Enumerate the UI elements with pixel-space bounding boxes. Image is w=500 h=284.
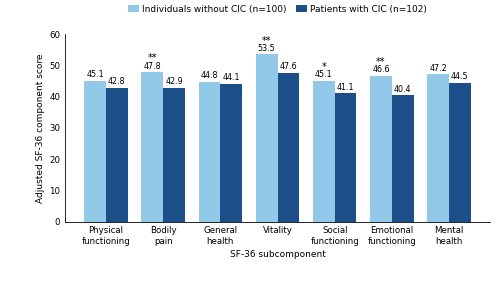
Bar <box>106 88 128 222</box>
Bar <box>142 72 163 222</box>
Bar <box>163 87 185 222</box>
Text: 42.9: 42.9 <box>165 77 183 86</box>
Text: 47.6: 47.6 <box>280 62 297 71</box>
Text: 40.4: 40.4 <box>394 85 411 94</box>
Text: 44.5: 44.5 <box>451 72 468 81</box>
Bar <box>392 95 413 222</box>
Text: **: ** <box>148 53 157 63</box>
Text: 44.1: 44.1 <box>222 73 240 82</box>
Bar <box>220 84 242 222</box>
Bar <box>449 82 470 222</box>
Bar <box>198 82 220 222</box>
X-axis label: SF-36 subcomponent: SF-36 subcomponent <box>230 250 326 259</box>
Bar <box>313 81 334 222</box>
Text: 45.1: 45.1 <box>86 70 104 79</box>
Text: 46.6: 46.6 <box>372 65 390 74</box>
Text: *: * <box>322 62 326 72</box>
Text: **: ** <box>376 57 386 67</box>
Bar <box>427 74 449 222</box>
Bar <box>278 73 299 222</box>
Bar <box>84 81 106 222</box>
Bar <box>256 55 278 222</box>
Text: 44.8: 44.8 <box>200 71 218 80</box>
Text: 41.1: 41.1 <box>337 83 354 91</box>
Text: 53.5: 53.5 <box>258 44 276 53</box>
Text: 42.8: 42.8 <box>108 77 126 86</box>
Text: 45.1: 45.1 <box>315 70 332 79</box>
Bar <box>370 76 392 222</box>
Text: 47.8: 47.8 <box>144 62 161 71</box>
Y-axis label: Adjusted SF-36 component score: Adjusted SF-36 component score <box>36 53 45 202</box>
Legend: Individuals without CIC (n=100), Patients with CIC (n=102): Individuals without CIC (n=100), Patient… <box>128 5 427 14</box>
Text: **: ** <box>262 36 272 46</box>
Bar <box>334 93 356 222</box>
Text: 47.2: 47.2 <box>429 64 447 72</box>
